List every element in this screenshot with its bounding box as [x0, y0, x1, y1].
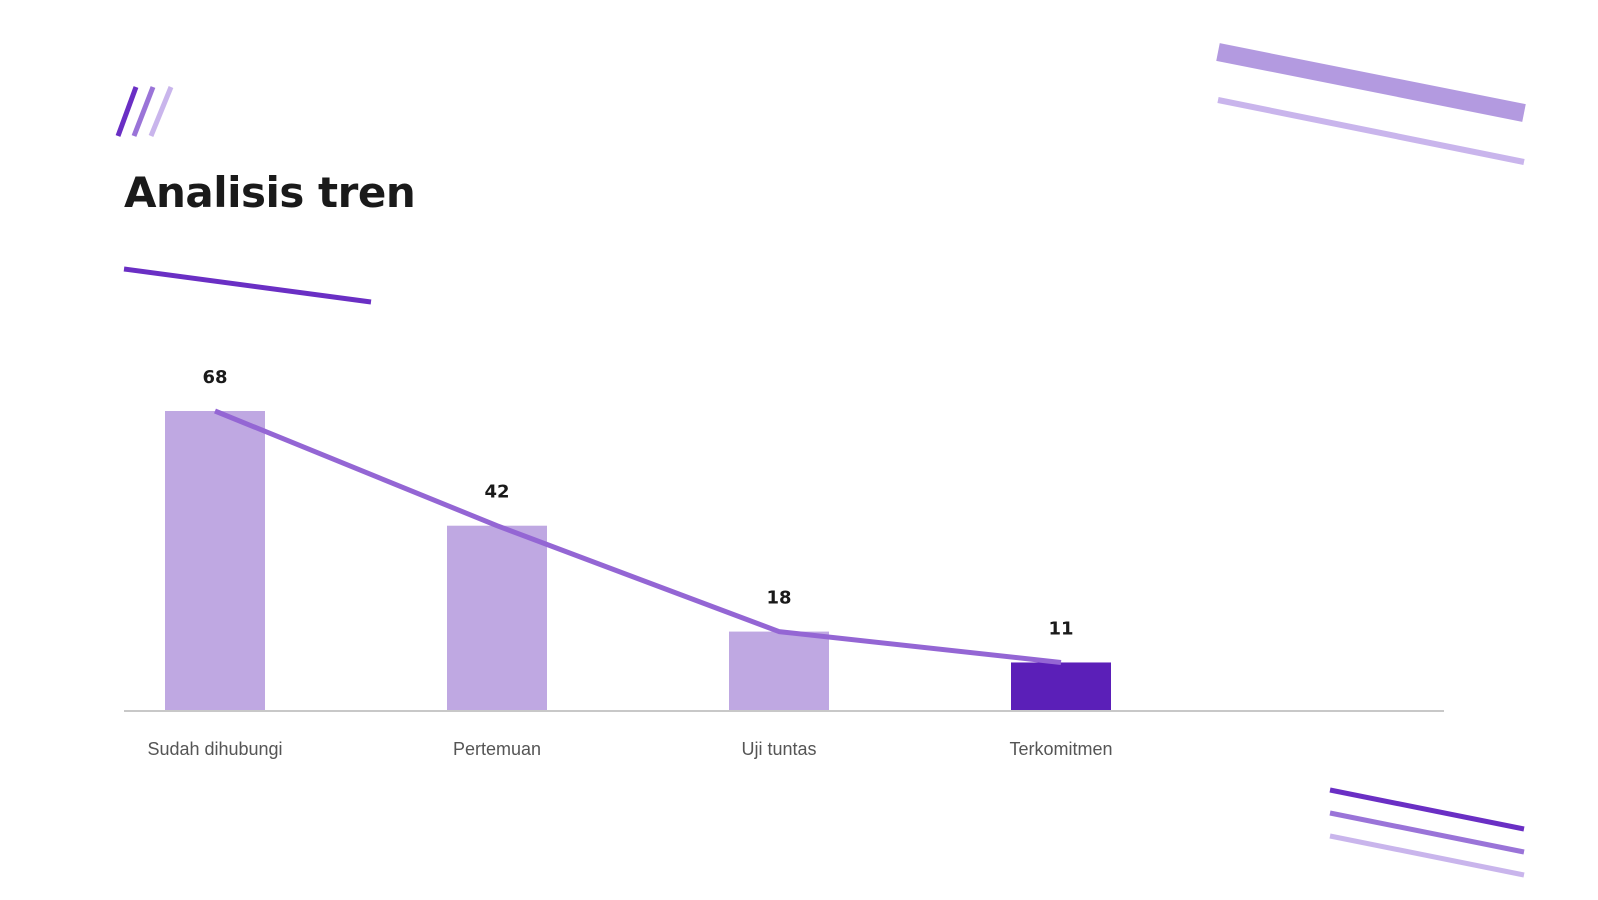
bar-0: [165, 411, 265, 711]
bar-1: [447, 525, 547, 711]
data-label-1: 42: [484, 482, 509, 503]
data-label-3: 11: [1048, 618, 1073, 639]
data-label-0: 68: [202, 367, 227, 388]
category-label-0: Sudah dihubungi: [147, 739, 282, 759]
trend-line: [214, 408, 1062, 665]
slide-title: Analisis tren: [124, 168, 416, 217]
category-label-1: Pertemuan: [453, 739, 541, 759]
category-label-2: Uji tuntas: [741, 739, 816, 759]
category-label-3: Terkomitmen: [1009, 739, 1112, 759]
bar-3: [1011, 662, 1111, 711]
data-label-2: 18: [766, 588, 791, 609]
bar-2: [729, 631, 829, 711]
